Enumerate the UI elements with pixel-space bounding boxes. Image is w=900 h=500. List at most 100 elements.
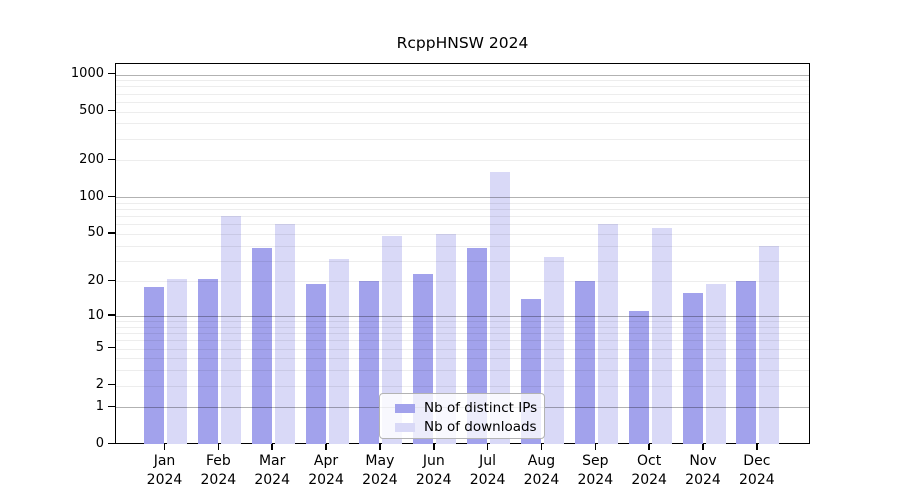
bar-ips-apr: [305, 284, 326, 445]
y-tick-label: 1: [95, 398, 104, 414]
y-tick-mark: [108, 232, 115, 234]
y-tick-label: 10: [87, 307, 104, 323]
y-tick-label: 0: [95, 436, 104, 451]
bar-downloads-nov: [705, 284, 726, 445]
x-tick-label: Nov 2024: [685, 453, 721, 488]
x-tick-mark: [432, 444, 435, 450]
legend-label-downloads: Nb of downloads: [424, 419, 537, 435]
bar-downloads-apr: [328, 258, 349, 445]
gridline: [116, 224, 809, 226]
bar-ips-sep: [574, 281, 595, 445]
legend-swatch-distinct-ips: [395, 403, 415, 413]
gridline: [116, 370, 809, 372]
x-tick-label: Jun 2024: [415, 453, 452, 488]
gridline: [116, 233, 809, 235]
y-tick-label: 1000: [70, 66, 104, 81]
x-tick-mark: [163, 444, 166, 450]
y-tick-label: 200: [79, 151, 104, 167]
x-tick-mark: [271, 444, 273, 450]
y-tick-mark: [108, 279, 115, 282]
x-tick-label: Mar 2024: [254, 453, 290, 488]
gridline: [116, 160, 809, 162]
x-tick-mark: [379, 444, 381, 450]
bar-ips-feb: [197, 278, 218, 445]
gridline: [116, 216, 809, 218]
bar-ips-may: [359, 281, 380, 445]
y-tick-label: 5: [95, 340, 104, 356]
x-tick-mark: [648, 444, 650, 450]
gridline: [116, 321, 809, 323]
gridline: [116, 209, 809, 211]
bar-downloads-jan: [167, 278, 187, 445]
y-tick-mark: [108, 314, 115, 316]
x-tick-label: Oct 2024: [631, 453, 667, 488]
x-tick-mark: [217, 444, 220, 450]
y-tick-label: 100: [79, 188, 104, 204]
gridline: [116, 74, 809, 76]
bar-downloads-jul: [490, 172, 511, 445]
y-tick-label: 20: [87, 272, 104, 288]
gridline: [116, 316, 809, 318]
bar-downloads-mar: [274, 224, 295, 445]
x-tick-label: Aug 2024: [523, 453, 560, 488]
bar-ips-mar: [251, 248, 272, 445]
x-tick-mark: [540, 444, 543, 450]
x-tick-label: May 2024: [362, 453, 398, 488]
y-tick-mark: [108, 442, 115, 445]
y-tick-label: 50: [87, 225, 104, 241]
gridline: [116, 333, 809, 335]
y-tick-mark: [108, 109, 115, 112]
gridline: [116, 260, 809, 262]
gridline: [116, 111, 809, 113]
bar-downloads-oct: [651, 227, 672, 445]
gridline: [116, 86, 809, 88]
legend-swatch-downloads: [395, 422, 415, 432]
gridline: [116, 348, 809, 350]
bar-ips-nov: [682, 292, 703, 445]
gridline: [116, 80, 809, 82]
x-tick-label: Jan 2024: [146, 453, 183, 488]
y-tick-mark: [108, 346, 115, 349]
bar-downloads-sep: [597, 224, 618, 445]
plot-area: [115, 63, 810, 445]
gridline: [116, 245, 809, 247]
bar-ips-oct: [628, 311, 649, 445]
x-tick-mark: [486, 444, 489, 450]
y-tick-mark: [108, 72, 115, 75]
bar-ips-dec: [736, 281, 757, 445]
gridline: [116, 385, 809, 387]
y-tick-label: 2: [95, 377, 104, 393]
gridline: [116, 138, 809, 140]
y-tick-mark: [108, 195, 115, 198]
bar-ips-jan: [144, 286, 164, 445]
gridline: [116, 340, 809, 342]
y-tick-mark: [108, 383, 115, 386]
bar-downloads-jun: [436, 233, 457, 445]
legend: Nb of distinct IPs Nb of downloads: [379, 393, 545, 439]
legend-item-downloads: Nb of downloads: [395, 419, 537, 435]
x-tick-label: Dec 2024: [739, 453, 775, 488]
y-tick-mark: [108, 405, 115, 408]
gridline: [116, 93, 809, 95]
gridline: [116, 326, 809, 328]
chart-title: RcppHNSW 2024: [396, 34, 529, 52]
x-tick-label: Apr 2024: [308, 453, 344, 488]
x-tick-label: Jul 2024: [469, 453, 506, 488]
x-tick-label: Feb 2024: [200, 453, 237, 488]
y-tick-label: 500: [79, 103, 104, 119]
x-tick-mark: [594, 444, 597, 450]
gridline: [116, 281, 809, 283]
bar-downloads-may: [382, 236, 403, 445]
legend-item-distinct-ips: Nb of distinct IPs: [395, 400, 538, 416]
x-tick-mark: [756, 444, 758, 450]
gridline: [116, 123, 809, 125]
bar-downloads-dec: [759, 245, 780, 445]
bar-downloads-aug: [543, 257, 564, 445]
gridline: [116, 197, 809, 199]
x-tick-mark: [325, 444, 327, 450]
bar-downloads-feb: [220, 216, 241, 445]
gridline: [116, 202, 809, 204]
x-tick-label: Sep 2024: [577, 453, 614, 488]
legend-label-distinct-ips: Nb of distinct IPs: [424, 400, 538, 416]
